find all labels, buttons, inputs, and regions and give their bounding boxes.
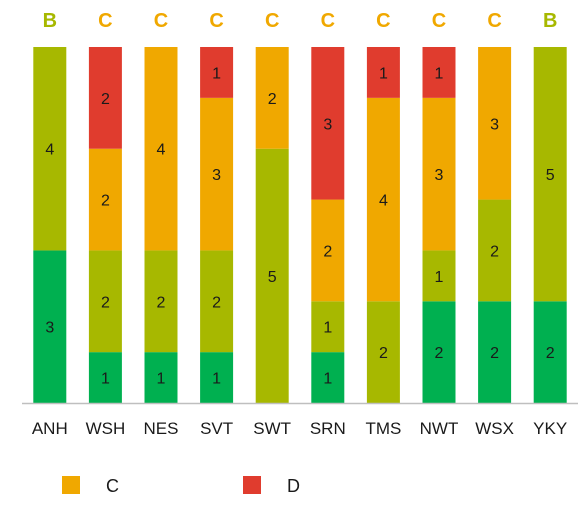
x-tick-label-svt: SVT — [200, 419, 233, 438]
grade-label-wsx: C — [487, 10, 501, 32]
bar-segment-wsh-1 — [88, 250, 122, 353]
bar-segment-nes-1 — [144, 250, 178, 353]
grade-label-tms: C — [376, 10, 390, 32]
segment-value-label: 1 — [379, 65, 388, 82]
bar-segment-yky-0 — [533, 301, 567, 403]
segment-value-label: 2 — [268, 91, 277, 108]
segment-value-label: 3 — [212, 167, 221, 184]
grade-label-nes: C — [154, 10, 168, 32]
x-axis: ANH WSH NES SVT SWT SRN TMS NWT WSX YKY — [22, 402, 578, 438]
grade-label-swt: C — [265, 10, 279, 32]
segment-value-label: 2 — [101, 294, 110, 311]
segment-value-label: 2 — [379, 345, 388, 362]
bar-segment-srn-1 — [311, 301, 345, 353]
bar-segment-nwt-3 — [422, 47, 456, 98]
bar-segment-wsx-1 — [478, 199, 512, 302]
x-tick-label-nes: NES — [144, 419, 179, 438]
segment-value-label: 1 — [435, 269, 444, 286]
bar-segment-tms-1 — [366, 301, 400, 403]
bar-segment-svt-3 — [200, 47, 234, 98]
segment-value-label: 5 — [268, 269, 277, 286]
x-tick-label-tms: TMS — [365, 419, 401, 438]
bar-segment-wsx-2 — [478, 47, 512, 200]
segment-value-label: 4 — [379, 193, 388, 210]
legend-label-d: D — [287, 476, 300, 496]
x-tick-label-wsx: WSX — [475, 419, 514, 438]
segment-value-label: 5 — [546, 167, 555, 184]
bar-segment-srn-3 — [311, 47, 345, 200]
bar-segment-srn-0 — [311, 352, 345, 403]
bars: 3 4 1 2 2 2 1 2 4 1 2 3 1 5 2 1 1 2 3 2 4 1 2 1 3 1 2 2 3 2 5 — [33, 47, 567, 403]
bar-segment-wsx-0 — [478, 301, 512, 403]
x-tick-label-swt: SWT — [253, 419, 291, 438]
bar-segment-anh-1 — [33, 47, 67, 251]
segment-value-label: 2 — [546, 345, 555, 362]
segment-value-label: 1 — [212, 371, 221, 388]
segment-value-label: 3 — [45, 320, 54, 337]
bar-segment-nwt-2 — [422, 97, 456, 251]
x-tick-label-yky: YKY — [533, 419, 567, 438]
segment-value-label: 1 — [323, 371, 332, 388]
bar-segment-anh-0 — [33, 250, 67, 403]
bar-segment-nwt-0 — [422, 301, 456, 403]
segment-value-label: 2 — [490, 345, 499, 362]
segment-value-label: 3 — [490, 116, 499, 133]
bar-segment-svt-1 — [200, 250, 234, 353]
segment-value-label: 2 — [157, 294, 166, 311]
bar-segment-yky-1 — [533, 47, 567, 302]
x-tick-label-anh: ANH — [32, 419, 68, 438]
segment-value-label: 4 — [45, 142, 54, 159]
segment-value-label: 1 — [212, 65, 221, 82]
bar-segment-nwt-1 — [422, 250, 456, 302]
x-tick-label-wsh: WSH — [86, 419, 126, 438]
segment-value-label: 1 — [157, 371, 166, 388]
bar-segment-wsh-2 — [88, 148, 122, 251]
segment-value-label: 2 — [323, 243, 332, 260]
segment-value-label: 3 — [323, 116, 332, 133]
segment-value-label: 2 — [101, 193, 110, 210]
grade-label-nwt: C — [432, 10, 446, 32]
bar-segment-svt-2 — [200, 97, 234, 251]
grade-label-svt: C — [209, 10, 223, 32]
grade-label-yky: B — [543, 10, 557, 32]
bar-segment-nes-2 — [144, 47, 178, 251]
bar-segment-tms-2 — [366, 97, 400, 302]
segment-value-label: 1 — [435, 65, 444, 82]
bar-segment-swt-1 — [255, 148, 289, 403]
segment-value-label: 1 — [323, 320, 332, 337]
segment-value-label: 2 — [435, 345, 444, 362]
bar-segment-srn-2 — [311, 199, 345, 302]
legend-swatch-c — [62, 476, 80, 494]
segment-value-label: 3 — [435, 167, 444, 184]
segment-value-label: 2 — [490, 243, 499, 260]
segment-value-label: 2 — [101, 91, 110, 108]
segment-value-label: 1 — [101, 371, 110, 388]
bar-segment-swt-2 — [255, 47, 289, 149]
x-tick-label-nwt: NWT — [420, 419, 459, 438]
bar-segment-tms-3 — [366, 47, 400, 98]
legend-label-c: C — [106, 476, 119, 496]
segment-value-label: 2 — [212, 294, 221, 311]
segment-value-label: 4 — [157, 142, 166, 159]
bar-segment-wsh-0 — [88, 352, 122, 403]
bar-segment-svt-0 — [200, 352, 234, 403]
bar-segment-nes-0 — [144, 352, 178, 403]
legend-swatch-d — [243, 476, 261, 494]
x-tick-label-srn: SRN — [310, 419, 346, 438]
grade-label-anh: B — [43, 10, 57, 32]
bar-segment-wsh-3 — [88, 47, 122, 149]
grade-label-srn: C — [321, 10, 335, 32]
grade-label-wsh: C — [98, 10, 112, 32]
